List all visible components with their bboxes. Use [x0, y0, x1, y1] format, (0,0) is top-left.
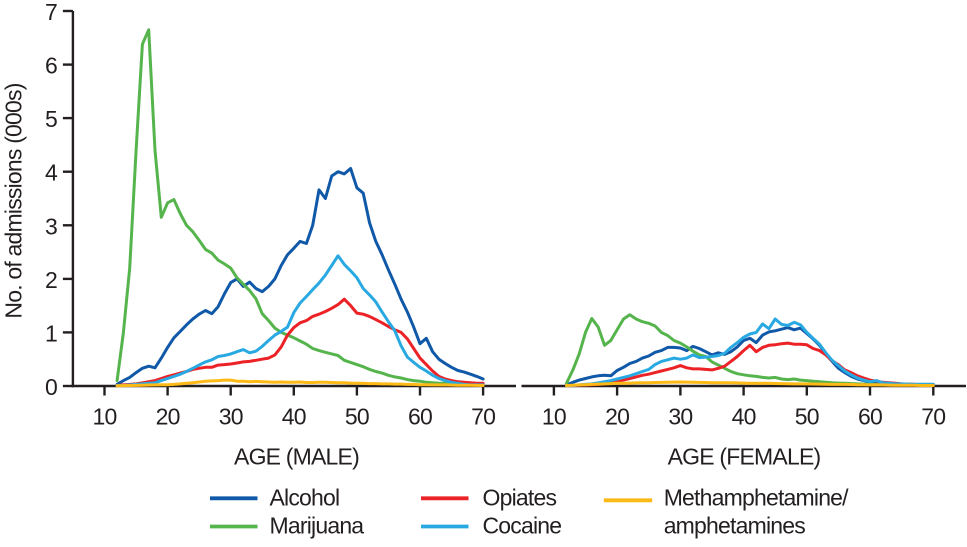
- svg-text:10: 10: [93, 404, 117, 430]
- svg-text:7: 7: [45, 0, 57, 25]
- svg-text:amphetamines: amphetamines: [664, 513, 806, 539]
- svg-text:Marijuana: Marijuana: [270, 513, 365, 539]
- svg-text:6: 6: [45, 53, 57, 79]
- svg-text:2: 2: [45, 267, 57, 293]
- svg-text:50: 50: [795, 404, 819, 430]
- svg-text:AGE (MALE): AGE (MALE): [234, 444, 359, 470]
- svg-text:3: 3: [45, 213, 57, 239]
- svg-text:0: 0: [45, 374, 57, 400]
- svg-text:No. of admissions (000s): No. of admissions (000s): [1, 83, 27, 318]
- svg-text:40: 40: [732, 404, 756, 430]
- svg-text:10: 10: [542, 404, 566, 430]
- svg-text:Opiates: Opiates: [483, 485, 557, 511]
- svg-text:5: 5: [45, 106, 57, 132]
- svg-text:60: 60: [408, 404, 432, 430]
- svg-text:30: 30: [668, 404, 692, 430]
- svg-text:30: 30: [219, 404, 243, 430]
- svg-text:70: 70: [471, 404, 495, 430]
- svg-text:70: 70: [921, 404, 945, 430]
- svg-text:20: 20: [605, 404, 629, 430]
- svg-text:4: 4: [45, 160, 58, 186]
- svg-text:AGE (FEMALE): AGE (FEMALE): [668, 444, 821, 470]
- svg-text:40: 40: [282, 404, 306, 430]
- svg-text:50: 50: [345, 404, 369, 430]
- svg-text:Alcohol: Alcohol: [270, 485, 340, 511]
- svg-text:1: 1: [45, 320, 57, 346]
- svg-text:20: 20: [156, 404, 180, 430]
- svg-text:Methamphetamine/: Methamphetamine/: [664, 485, 849, 511]
- svg-text:60: 60: [858, 404, 882, 430]
- svg-text:Cocaine: Cocaine: [483, 513, 562, 539]
